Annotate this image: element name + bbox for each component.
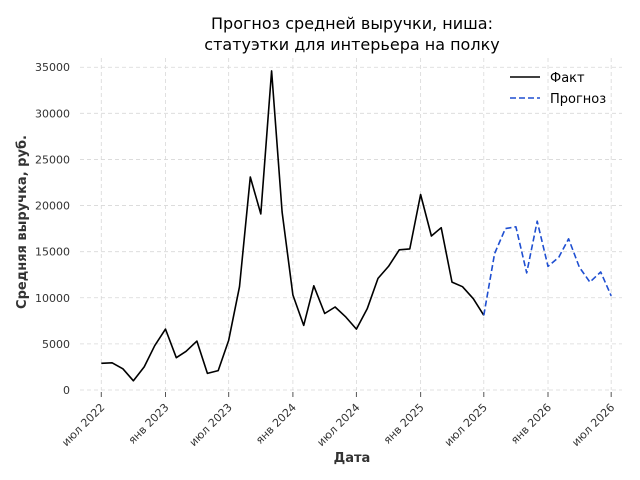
x-axis-label: Дата (334, 451, 371, 466)
legend-label-fact: Факт (550, 71, 585, 86)
y-tick-label: 15000 (35, 246, 70, 259)
grid (80, 58, 622, 391)
series-line-fact (101, 70, 485, 382)
y-tick-label: 35000 (35, 61, 70, 74)
y-tick-label: 20000 (35, 200, 70, 213)
y-tick-label: 30000 (35, 107, 70, 120)
x-tick-label: янв 2026 (508, 401, 554, 447)
x-tick-label: янв 2025 (381, 401, 427, 447)
x-tick-label: июл 2023 (187, 401, 235, 449)
y-axis-label: Средняя выручка, руб. (15, 135, 30, 309)
series-line-forecast (483, 220, 612, 316)
x-tick-label: янв 2024 (253, 401, 299, 447)
chart-title-line-1: Прогноз средней выручки, ниша: (211, 14, 493, 33)
x-tick-label: июл 2026 (569, 401, 617, 449)
y-tick-label: 5000 (42, 338, 70, 351)
legend-label-forecast: Прогноз (550, 92, 606, 107)
x-tick-label: июл 2022 (59, 401, 107, 449)
x-tick-label: июл 2025 (442, 401, 490, 449)
y-tick-label: 10000 (35, 292, 70, 305)
series-layer (101, 70, 612, 382)
legend: Факт Прогноз (510, 71, 606, 107)
chart-title-line-2: статуэтки для интерьера на полку (204, 35, 499, 54)
y-tick-label: 25000 (35, 153, 70, 166)
y-tick-label: 0 (63, 384, 70, 397)
x-tick-label: янв 2023 (126, 401, 172, 447)
x-tick-label: июл 2024 (314, 401, 362, 449)
